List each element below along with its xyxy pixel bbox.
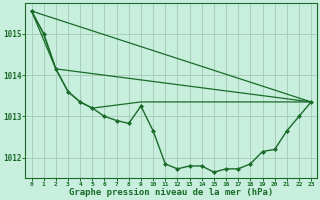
X-axis label: Graphe pression niveau de la mer (hPa): Graphe pression niveau de la mer (hPa) (69, 188, 274, 197)
